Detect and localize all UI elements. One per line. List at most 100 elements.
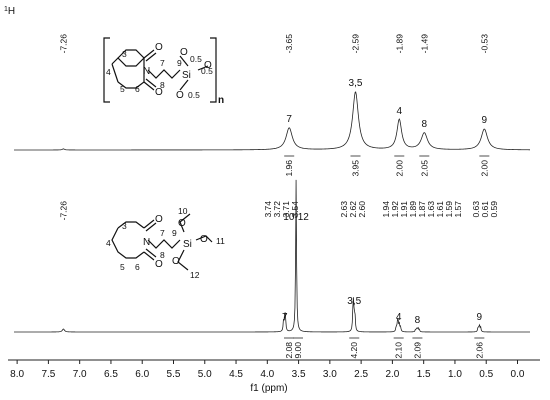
integral-value: 2.06 [474, 342, 484, 359]
carbonyl-bond [143, 78, 157, 91]
monomer-atom-label: O [178, 218, 186, 229]
chain-bond [147, 239, 181, 249]
integral-label: 3.95 [350, 160, 360, 177]
shift-label-text: -3.65 [284, 34, 294, 54]
polymer-atom-label: 3 [122, 49, 127, 59]
right-bracket [210, 37, 217, 103]
integral-value: 2.08 [284, 342, 294, 359]
si-bond [197, 65, 209, 71]
shift-label: 1.89 [408, 201, 418, 218]
integral-label: 2.09 [412, 342, 422, 359]
polymer-atom-label: 9 [177, 58, 182, 68]
shift-label-text: 1.61 [435, 201, 445, 218]
shift-label-text: 1.59 [444, 201, 454, 218]
monomer-atom-label: 12 [190, 270, 200, 280]
nucleus-mass: 1 [4, 6, 8, 13]
shift-label: 0.63 [471, 201, 481, 218]
monomer-atom-label: O [172, 256, 180, 267]
si-bond [179, 55, 189, 67]
shift-label: 3.72 [272, 201, 282, 218]
polymer-atom-label: O [180, 47, 188, 58]
shift-label-text: 0.61 [480, 201, 490, 218]
peak-assignment: 3,5 [347, 296, 361, 307]
polymer-atom-label: O [204, 60, 212, 71]
shift-label: 1.63 [426, 201, 436, 218]
polymer-atom-label: 6 [135, 84, 140, 94]
peak-assignment: 9 [477, 312, 483, 323]
integral-value: 2.10 [394, 342, 404, 359]
integral-value: 1.96 [284, 160, 294, 177]
carbonyl-bond [143, 49, 157, 62]
shift-label-text: 1.94 [381, 201, 391, 218]
shift-label: 2.63 [339, 201, 349, 218]
polymer-atom-label: 0.5 [188, 90, 200, 100]
shift-label-text: -1.49 [419, 34, 429, 54]
ring-bond [111, 227, 145, 259]
x-tick-label: 5.5 [167, 369, 181, 380]
polymer-atom-label: 0.5 [201, 66, 213, 76]
shift-label: 1.57 [453, 201, 463, 218]
shift-label-text: -7.26 [58, 201, 68, 221]
shift-label-text: 3.74 [263, 201, 273, 218]
shift-label-text: 0.63 [471, 201, 481, 218]
monomer-atom-label: 10 [178, 206, 188, 216]
shift-label: -7.26 [58, 201, 68, 221]
monomer-atom-label: 8 [160, 250, 165, 260]
integral-value: 2.00 [394, 160, 404, 177]
shift-label: 3.54 [290, 201, 300, 218]
top-spectrum [14, 91, 531, 151]
shift-label-text: 1.92 [390, 201, 400, 218]
integral-label: 2.06 [474, 342, 484, 359]
monomer-atom-label: O [200, 234, 208, 245]
shift-label: 1.87 [417, 201, 427, 218]
shift-label-text: 2.60 [357, 201, 367, 218]
shift-label: 0.61 [480, 201, 490, 218]
shift-label-text: 1.63 [426, 201, 436, 218]
chain-bond [147, 69, 181, 79]
shift-label-text: 3.54 [290, 201, 300, 218]
polymer-atom-label: 5 [120, 84, 125, 94]
monomer-atom-label: 7 [160, 228, 165, 238]
monomer-atom-label: 11 [216, 236, 225, 246]
polymer-atom-label: 0.5 [190, 54, 202, 64]
nucleus-label: 1H [4, 6, 15, 17]
polymer-atom-label: O [155, 87, 163, 98]
peak-assignment: 4 [396, 106, 402, 117]
integral-label: 2.05 [419, 160, 429, 177]
shift-label: -1.89 [394, 34, 404, 54]
bottom-shift-labels: -7.26 3.74 3.72 3.71 3.54 2.63 2.62 2.60 1.94 1.9… [58, 201, 499, 221]
bottom-integrals: 2.08 9.00 4.20 2.10 2.09 2.06 [284, 337, 485, 359]
polymer-atom-label: N [143, 66, 150, 77]
shift-label: -7.26 [58, 34, 68, 54]
shift-label-text: -7.26 [58, 34, 68, 54]
nucleus-symbol: H [8, 6, 15, 17]
monomer-atom-label: 3 [122, 221, 127, 231]
polymer-atom-label: 8 [160, 80, 165, 90]
monomer-atom-label: 9 [172, 228, 177, 238]
si-bond [179, 213, 191, 233]
peak-assignment: 7 [286, 114, 292, 125]
shift-label-text: 1.87 [417, 201, 427, 218]
integral-label: 9.00 [293, 342, 303, 359]
spectrum-trace [14, 179, 530, 333]
monomer-atom-label: N [143, 237, 150, 248]
si-bond [179, 79, 189, 91]
x-tick-label: 8.0 [10, 369, 24, 380]
shift-label: 0.59 [489, 201, 499, 218]
integral-label: 2.10 [394, 342, 404, 359]
carbonyl-bond [143, 248, 157, 261]
peak-assignment: 3,5 [349, 78, 363, 89]
x-tick-label: 6.0 [135, 369, 149, 380]
x-tick-label: 7.0 [73, 369, 87, 380]
shift-label: -1.49 [419, 34, 429, 54]
shift-label-text: 3.71 [281, 201, 291, 218]
polymer-atom-label: n [218, 95, 224, 106]
peak-assignment: 8 [415, 315, 421, 326]
integral-value: 2.05 [419, 160, 429, 177]
shift-label: 2.60 [357, 201, 367, 218]
x-tick-label: 4.5 [229, 369, 243, 380]
x-tick-label: 3.0 [323, 369, 337, 380]
x-tick-label: 1.5 [417, 369, 431, 380]
x-tick-label: 0.5 [479, 369, 493, 380]
